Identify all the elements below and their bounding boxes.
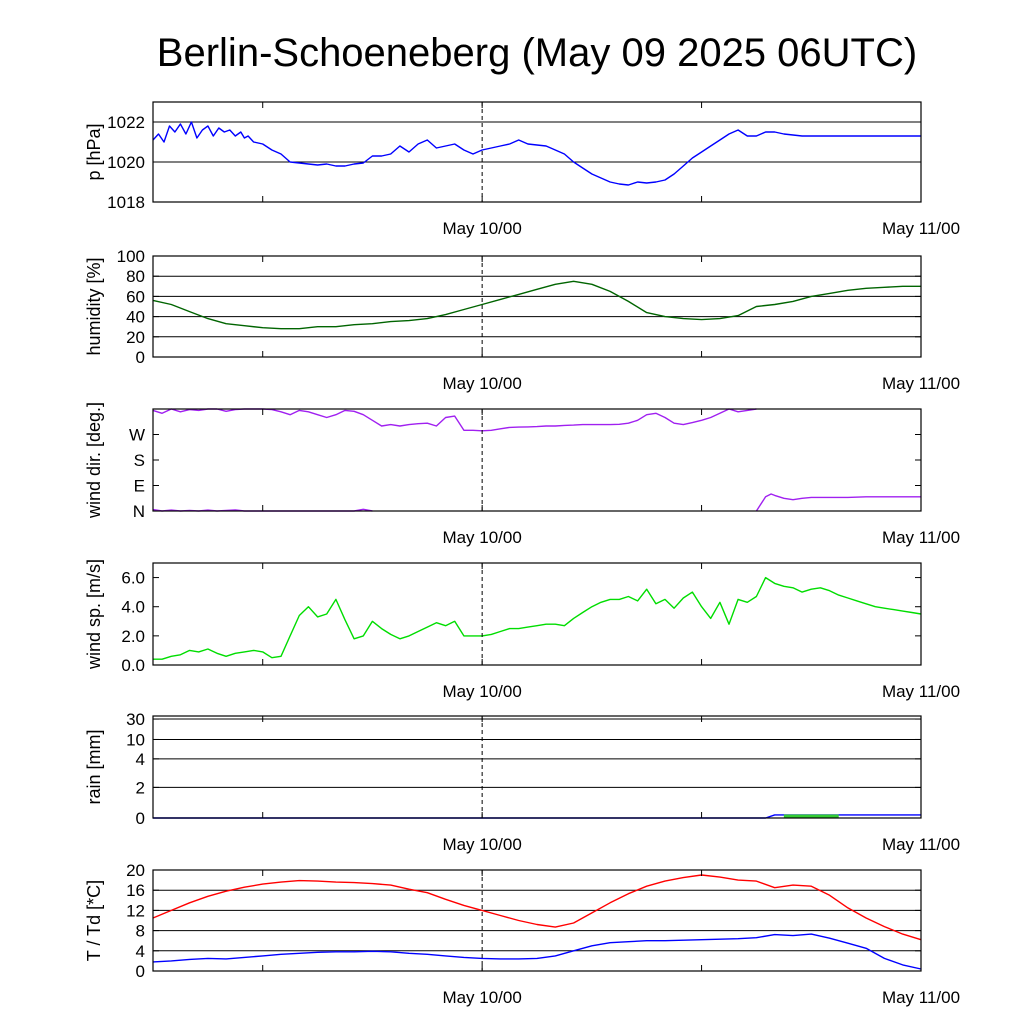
x-tick-label: May 10/00 bbox=[442, 374, 521, 393]
x-tick-label: May 10/00 bbox=[442, 835, 521, 854]
y-tick-label: 0.0 bbox=[121, 656, 145, 675]
y-tick-label: 4 bbox=[136, 942, 145, 961]
y-tick-label: 0 bbox=[136, 962, 145, 981]
y-axis-label: T / Td [*C] bbox=[84, 880, 104, 961]
y-tick-label: W bbox=[129, 426, 145, 445]
series-wind_direction-2 bbox=[755, 493, 921, 512]
series-wind_direction-0 bbox=[152, 408, 757, 432]
y-axis-label: wind sp. [m/s] bbox=[84, 559, 104, 670]
plot-frame bbox=[152, 408, 922, 512]
y-axis-label: p [hPa] bbox=[84, 123, 104, 180]
y-tick-label: 16 bbox=[126, 881, 145, 900]
y-tick-label: 100 bbox=[117, 247, 145, 266]
x-tick-label: May 10/00 bbox=[442, 528, 521, 547]
y-tick-label: 4 bbox=[136, 750, 145, 769]
y-tick-label: 0 bbox=[136, 348, 145, 367]
y-tick-label: N bbox=[133, 502, 145, 521]
x-tick-label: May 11/00 bbox=[882, 374, 960, 393]
y-tick-label: 30 bbox=[126, 710, 145, 729]
series-wind_speed-0 bbox=[153, 576, 922, 660]
series-pressure-0 bbox=[152, 121, 921, 186]
y-tick-label: 10 bbox=[126, 730, 145, 749]
y-tick-label: 1022 bbox=[107, 113, 145, 132]
series-humidity-0 bbox=[152, 280, 921, 330]
y-tick-label: 4.0 bbox=[121, 598, 145, 617]
chart-title: Berlin-Schoeneberg (May 09 2025 06UTC) bbox=[157, 31, 917, 75]
x-tick-label: May 10/00 bbox=[442, 682, 521, 701]
series-temperature-0 bbox=[152, 874, 922, 941]
y-tick-label: 20 bbox=[126, 861, 145, 880]
y-tick-label: 60 bbox=[126, 287, 145, 306]
y-axis-label: rain [mm] bbox=[84, 729, 104, 804]
y-tick-label: E bbox=[134, 477, 145, 496]
x-tick-label: May 11/00 bbox=[882, 835, 960, 854]
y-tick-label: 40 bbox=[126, 308, 145, 327]
plot-frame bbox=[152, 715, 922, 819]
x-tick-label: May 11/00 bbox=[882, 219, 960, 238]
y-tick-label: 0 bbox=[136, 809, 145, 828]
y-tick-label: 8 bbox=[136, 922, 145, 941]
y-tick-label: 1020 bbox=[107, 153, 145, 172]
y-tick-label: 1018 bbox=[107, 193, 145, 212]
y-tick-label: 20 bbox=[126, 328, 145, 347]
x-tick-label: May 11/00 bbox=[882, 528, 960, 547]
x-tick-label: May 11/00 bbox=[882, 988, 960, 1007]
series-temperature-1 bbox=[152, 933, 922, 970]
panel-pressure: 1018 1020 1022 May 10/00 May 11/00 p [hPa] bbox=[84, 101, 960, 238]
plot-frame bbox=[152, 562, 922, 666]
plot-frame bbox=[152, 101, 922, 203]
y-tick-label: S bbox=[134, 451, 145, 470]
y-tick-label: 6.0 bbox=[121, 569, 145, 588]
panel-wind_speed: 0.0 2.0 4.0 6.0 May 10/00 May 11/00 wind sp. [… bbox=[84, 559, 960, 701]
y-tick-label: 2 bbox=[136, 778, 145, 797]
plot-frame bbox=[152, 255, 922, 358]
x-tick-label: May 10/00 bbox=[442, 219, 521, 238]
plot-frame bbox=[152, 869, 922, 972]
x-tick-label: May 10/00 bbox=[442, 988, 521, 1007]
y-axis-label: humidity [%] bbox=[84, 257, 104, 355]
x-tick-label: May 11/00 bbox=[882, 682, 960, 701]
rain-bar bbox=[783, 814, 839, 818]
y-tick-label: 2.0 bbox=[121, 627, 145, 646]
y-tick-label: 80 bbox=[126, 267, 145, 286]
y-tick-label: 12 bbox=[126, 901, 145, 920]
y-axis-label: wind dir. [deg.] bbox=[84, 402, 104, 519]
